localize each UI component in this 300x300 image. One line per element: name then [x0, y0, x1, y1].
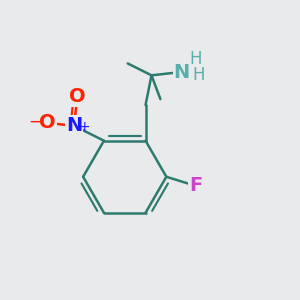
Text: O: O [69, 87, 85, 106]
Text: −: − [28, 112, 43, 130]
Text: N: N [174, 63, 190, 82]
Text: F: F [189, 176, 203, 195]
Text: H: H [190, 50, 202, 68]
Text: N: N [66, 116, 82, 135]
Text: +: + [79, 120, 90, 134]
Text: O: O [39, 113, 56, 132]
Text: H: H [193, 66, 205, 84]
